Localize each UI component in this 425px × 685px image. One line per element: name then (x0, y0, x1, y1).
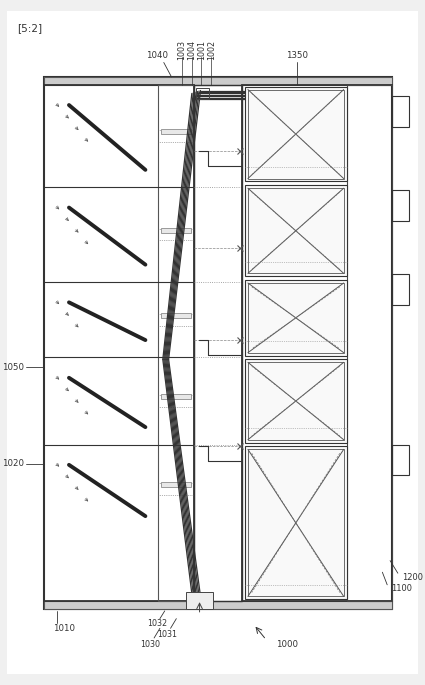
Bar (245, 280, 346, 356)
Bar (44, 77, 392, 609)
Text: 1031: 1031 (157, 630, 177, 638)
Text: 1050: 1050 (3, 362, 25, 372)
Bar (346, 85, 392, 601)
Text: 1350: 1350 (286, 51, 308, 60)
Bar (158, 85, 194, 601)
Bar (161, 129, 191, 134)
Bar (161, 395, 191, 399)
Bar (248, 362, 344, 440)
Bar (248, 188, 344, 273)
Bar (161, 482, 191, 487)
Text: 1100: 1100 (391, 584, 412, 593)
Text: 1032: 1032 (147, 619, 167, 628)
Bar (194, 85, 242, 601)
Text: 1000: 1000 (276, 640, 298, 649)
Bar (161, 228, 191, 233)
Bar (245, 447, 346, 599)
Bar (245, 186, 346, 276)
Text: 1010: 1010 (54, 624, 76, 633)
Text: 1200: 1200 (402, 573, 423, 582)
Text: 1040: 1040 (146, 51, 168, 60)
Bar (196, 88, 209, 99)
Bar (392, 445, 409, 475)
Bar (245, 360, 346, 443)
Text: 1004: 1004 (187, 40, 196, 60)
Text: 1030: 1030 (140, 640, 160, 649)
Bar (248, 283, 344, 353)
Bar (392, 274, 409, 306)
Bar (44, 77, 392, 85)
Bar (161, 313, 191, 318)
Bar (392, 190, 409, 221)
Bar (248, 90, 344, 179)
Text: [5:2]: [5:2] (17, 23, 42, 33)
Bar (245, 87, 346, 182)
Bar (44, 601, 392, 609)
Bar (191, 593, 206, 605)
Text: 1003: 1003 (178, 40, 187, 60)
Bar (44, 85, 194, 601)
Text: 1020: 1020 (3, 460, 25, 469)
Text: 1001: 1001 (197, 40, 206, 60)
Bar (242, 85, 392, 601)
Text: 1002: 1002 (207, 40, 215, 60)
Bar (392, 97, 409, 127)
Bar (186, 592, 213, 609)
Bar (248, 449, 344, 597)
